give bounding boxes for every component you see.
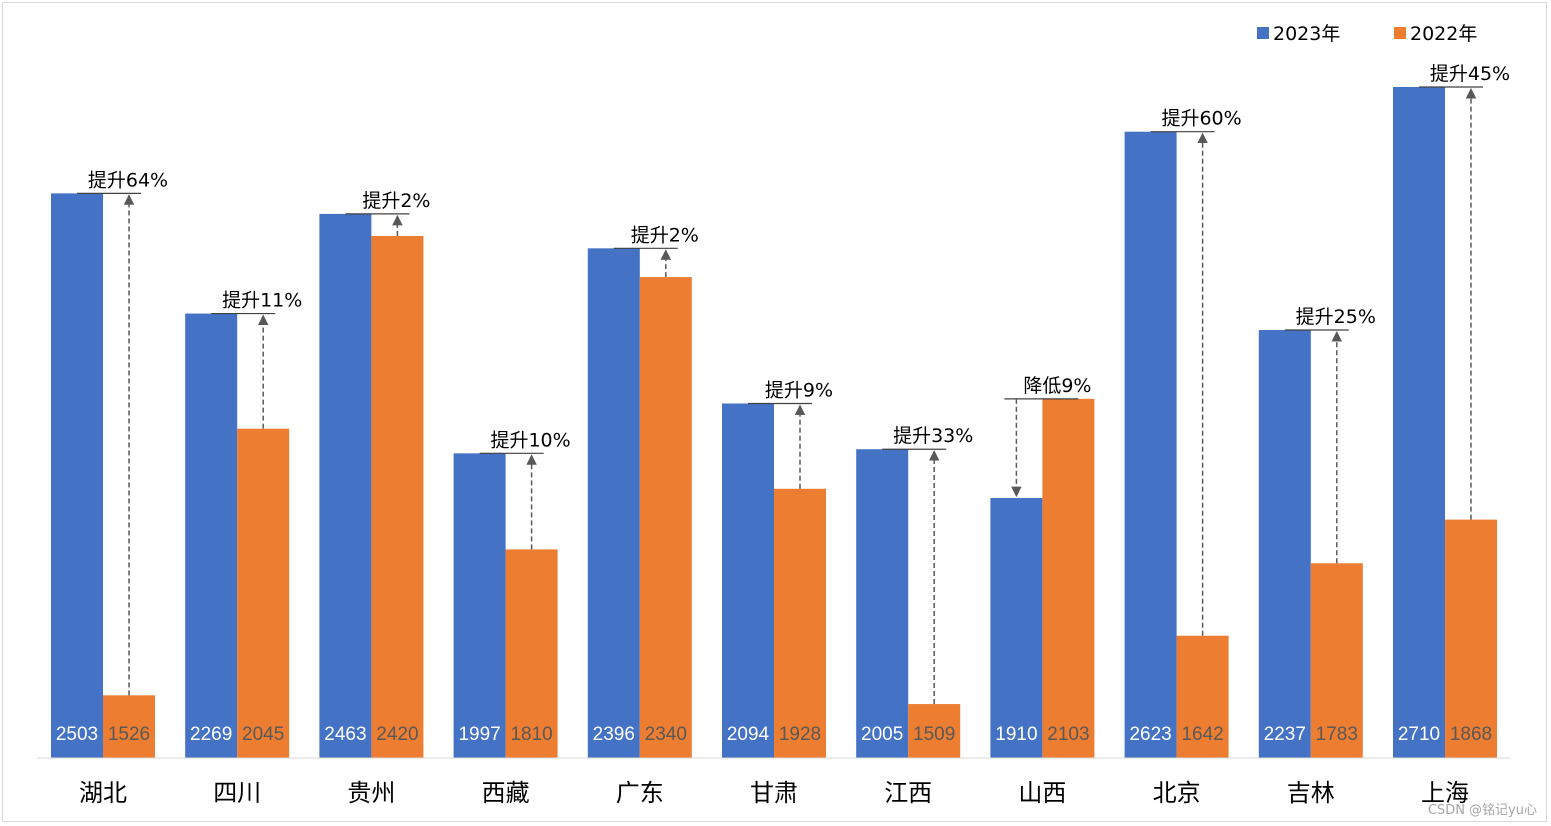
bar-2023-0: [51, 193, 103, 759]
value-label-2022-0: 1526: [108, 724, 150, 745]
bar-2023-7: [990, 498, 1043, 758]
category-label-9: 吉林: [1287, 779, 1335, 807]
change-label-7: 降低9%: [1023, 375, 1091, 397]
value-label-2023-0: 2503: [56, 724, 98, 745]
value-label-2022-10: 1868: [1450, 724, 1492, 745]
category-label-10: 上海: [1421, 779, 1469, 807]
value-label-2022-7: 2103: [1047, 724, 1089, 745]
watermark: CSDN @铭记yu心: [1427, 803, 1537, 818]
value-label-2023-10: 2710: [1398, 724, 1440, 745]
value-label-2022-9: 1783: [1316, 724, 1358, 745]
category-label-2: 贵州: [347, 779, 395, 807]
legend-swatch-1: [1394, 27, 1406, 39]
value-label-2022-6: 1509: [913, 724, 955, 745]
value-label-2023-8: 2623: [1129, 724, 1171, 745]
bar-2023-2: [319, 213, 372, 758]
category-label-1: 四川: [213, 779, 261, 807]
value-label-2022-2: 2420: [376, 724, 418, 745]
change-label-9: 提升25%: [1296, 306, 1376, 328]
legend-swatch-0: [1257, 27, 1269, 39]
category-label-6: 江西: [884, 779, 932, 807]
value-label-2022-1: 2045: [242, 724, 284, 745]
value-label-2022-5: 1928: [779, 724, 821, 745]
legend-label-0: 2023年: [1273, 23, 1340, 45]
bar-2022-9: [1310, 563, 1363, 758]
labels-layer: 2503 1526 湖北 2269 2045 四川 2463 2420 贵州 1997 1810 西藏…: [56, 724, 1492, 807]
bar-2023-1: [185, 313, 238, 758]
legend-label-1: 2022年: [1410, 23, 1477, 45]
bar-2023-5: [722, 403, 774, 758]
category-label-3: 西藏: [482, 779, 530, 807]
bar-2022-10: [1445, 519, 1497, 758]
value-label-2022-3: 1810: [510, 724, 552, 745]
category-label-7: 山西: [1018, 779, 1066, 807]
value-label-2023-9: 2237: [1264, 724, 1306, 745]
annotation-layer: 提升64% 提升11% 提升2% 提升10% 提升2% 提升9% 提升33% 降低9% 提升60…: [77, 63, 1510, 705]
legend: 2023年 2022年: [1257, 23, 1477, 45]
value-label-2023-3: 1997: [458, 724, 500, 745]
category-label-4: 广东: [616, 779, 664, 807]
value-label-2022-4: 2340: [645, 724, 687, 745]
bar-2022-8: [1176, 635, 1229, 758]
change-label-2: 提升2%: [362, 190, 430, 212]
value-label-2023-1: 2269: [190, 724, 232, 745]
change-label-0: 提升64%: [88, 169, 168, 191]
change-label-5: 提升9%: [765, 379, 833, 401]
change-label-10: 提升45%: [1430, 63, 1510, 85]
change-label-3: 提升10%: [490, 429, 570, 451]
bar-2022-3: [505, 549, 558, 758]
bar-2023-10: [1393, 87, 1445, 758]
value-label-2022-8: 1642: [1181, 724, 1223, 745]
value-label-2023-6: 2005: [861, 724, 903, 745]
bar-2023-9: [1258, 330, 1311, 758]
bar-2023-8: [1124, 131, 1177, 758]
value-label-2023-5: 2094: [727, 724, 770, 745]
category-label-8: 北京: [1153, 779, 1201, 807]
change-label-1: 提升11%: [222, 290, 302, 312]
bar-2022-7: [1042, 398, 1095, 758]
value-label-2023-7: 1910: [995, 724, 1037, 745]
bars-layer: [51, 87, 1497, 759]
bar-2022-0: [103, 695, 155, 758]
change-label-8: 提升60%: [1161, 108, 1241, 130]
bar-2022-4: [639, 277, 692, 758]
bar-2023-6: [856, 449, 909, 758]
bar-2022-6: [908, 704, 961, 758]
change-label-4: 提升2%: [631, 224, 699, 246]
bar-2023-4: [587, 248, 640, 759]
bar-2023-3: [453, 453, 506, 758]
bar-2022-1: [237, 428, 290, 758]
bar-2022-5: [774, 488, 826, 758]
bar-2022-2: [371, 235, 424, 758]
category-label-5: 甘肃: [750, 779, 798, 807]
value-label-2023-4: 2396: [593, 724, 635, 745]
value-label-2023-2: 2463: [324, 724, 366, 745]
change-label-6: 提升33%: [893, 425, 973, 447]
category-label-0: 湖北: [79, 779, 127, 807]
